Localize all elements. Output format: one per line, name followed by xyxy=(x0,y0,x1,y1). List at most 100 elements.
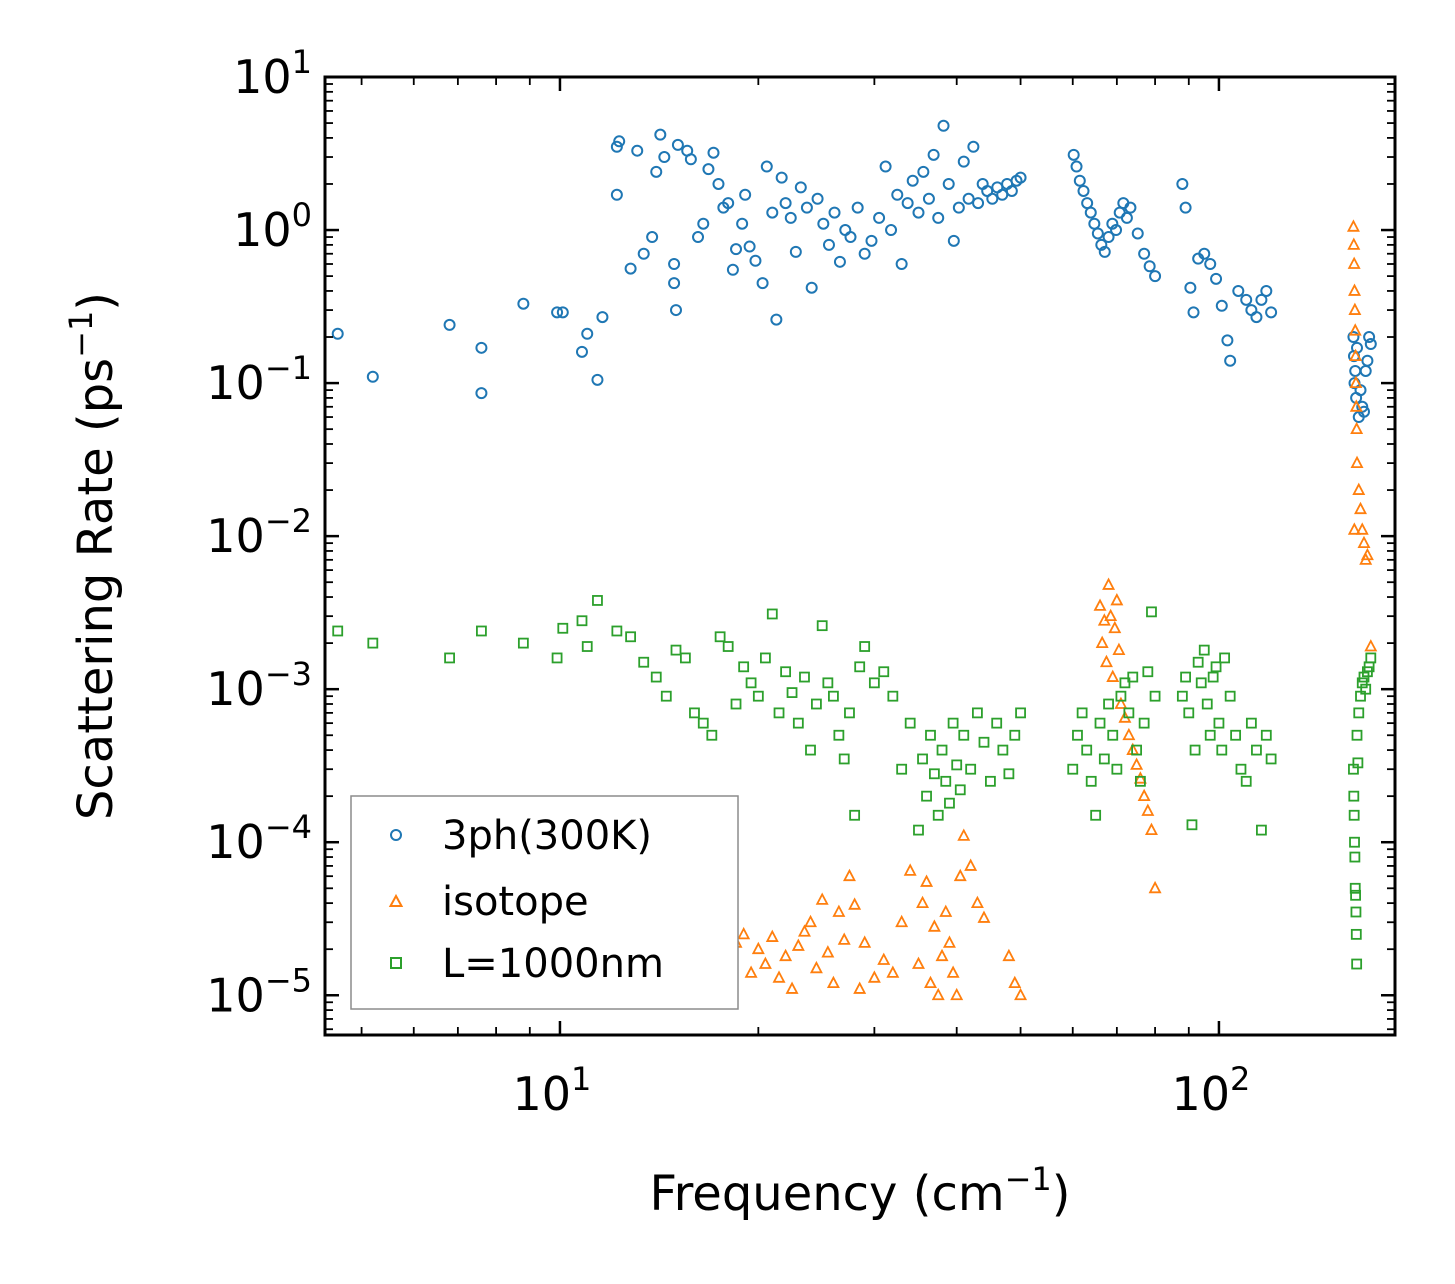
data-point xyxy=(927,919,941,932)
data-point xyxy=(828,206,841,219)
data-point xyxy=(1363,331,1376,344)
data-point xyxy=(901,197,914,210)
data-point xyxy=(952,201,965,214)
data-point xyxy=(947,717,959,729)
data-point xyxy=(853,981,867,994)
data-point xyxy=(1102,577,1116,590)
data-point xyxy=(1114,696,1128,709)
data-point xyxy=(811,698,822,710)
data-point xyxy=(443,318,456,331)
data-point xyxy=(1224,354,1237,367)
data-point xyxy=(1349,882,1361,894)
data-point xyxy=(939,904,953,917)
data-point xyxy=(920,874,934,887)
data-point xyxy=(1067,763,1079,775)
data-point xyxy=(1348,323,1362,336)
data-point xyxy=(1348,809,1360,821)
data-point xyxy=(1106,669,1120,682)
data-point xyxy=(1204,257,1217,270)
data-point xyxy=(1204,729,1216,741)
data-point xyxy=(887,690,899,702)
data-point xyxy=(1112,642,1126,656)
data-point xyxy=(922,192,935,205)
data-point xyxy=(794,181,807,194)
data-point xyxy=(1138,247,1151,260)
data-point xyxy=(848,897,862,910)
data-point xyxy=(932,211,945,224)
data-point xyxy=(1148,880,1162,894)
data-point xyxy=(1130,757,1144,770)
data-point xyxy=(766,206,779,219)
data-point xyxy=(785,981,799,994)
data-point xyxy=(873,211,886,224)
data-point xyxy=(833,255,846,268)
data-point xyxy=(738,661,750,673)
data-point xyxy=(557,622,569,634)
data-point xyxy=(576,615,588,627)
data-point xyxy=(637,247,650,260)
data-point xyxy=(1095,635,1109,649)
data-point xyxy=(1251,744,1262,756)
data-point xyxy=(865,234,878,247)
data-point xyxy=(1133,771,1147,784)
data-point xyxy=(867,970,881,983)
data-point xyxy=(797,924,811,937)
data-point xyxy=(1077,184,1090,197)
data-point xyxy=(596,311,609,324)
data-point xyxy=(957,828,971,841)
data-point xyxy=(942,177,955,190)
data-point xyxy=(940,775,952,787)
data-point xyxy=(1360,683,1372,695)
data-point xyxy=(581,641,593,652)
data-point xyxy=(1347,331,1360,344)
data-point xyxy=(844,707,855,719)
data-point xyxy=(804,914,818,928)
plot-frame xyxy=(323,75,1397,1037)
data-point xyxy=(1076,707,1088,719)
data-point xyxy=(1351,958,1363,970)
data-point xyxy=(736,217,749,230)
data-point xyxy=(965,763,977,775)
data-point xyxy=(689,707,700,719)
data-point xyxy=(758,956,772,969)
series-0 xyxy=(331,119,1377,424)
data-point xyxy=(581,327,594,340)
data-point xyxy=(1364,338,1377,351)
data-point xyxy=(878,666,890,678)
data-point xyxy=(1002,948,1016,962)
y-tick-label: 10−2 xyxy=(206,502,312,563)
tick-labels: 101 102 10−5 10−4 10−3 10−2 10−1 100 101 xyxy=(206,43,1250,1121)
data-point xyxy=(1131,227,1144,240)
data-point xyxy=(958,729,970,741)
data-point xyxy=(1348,790,1360,802)
data-point xyxy=(1201,698,1213,710)
data-point xyxy=(730,698,742,710)
data-point xyxy=(1221,334,1234,347)
data-point xyxy=(1350,906,1362,918)
data-point xyxy=(826,975,840,989)
data-point xyxy=(444,652,455,664)
data-point xyxy=(654,128,667,141)
data-point xyxy=(924,975,937,989)
data-point xyxy=(624,262,637,275)
data-point xyxy=(1009,729,1021,741)
data-point xyxy=(1176,690,1188,702)
data-point xyxy=(951,759,963,771)
data-point xyxy=(1103,698,1114,710)
data-point xyxy=(611,625,623,637)
data-point xyxy=(917,165,930,178)
data-point xyxy=(1094,717,1106,729)
data-point xyxy=(476,625,487,637)
data-point xyxy=(972,197,985,210)
data-point xyxy=(1005,184,1018,197)
data-point xyxy=(821,945,835,958)
data-point xyxy=(610,140,623,153)
data-point xyxy=(1240,775,1252,787)
data-point xyxy=(1008,975,1022,989)
data-point xyxy=(1134,775,1146,787)
data-point xyxy=(1119,677,1131,689)
data-point xyxy=(775,171,788,184)
data-point xyxy=(668,257,681,270)
data-point xyxy=(1091,227,1104,240)
data-point xyxy=(1347,522,1361,535)
